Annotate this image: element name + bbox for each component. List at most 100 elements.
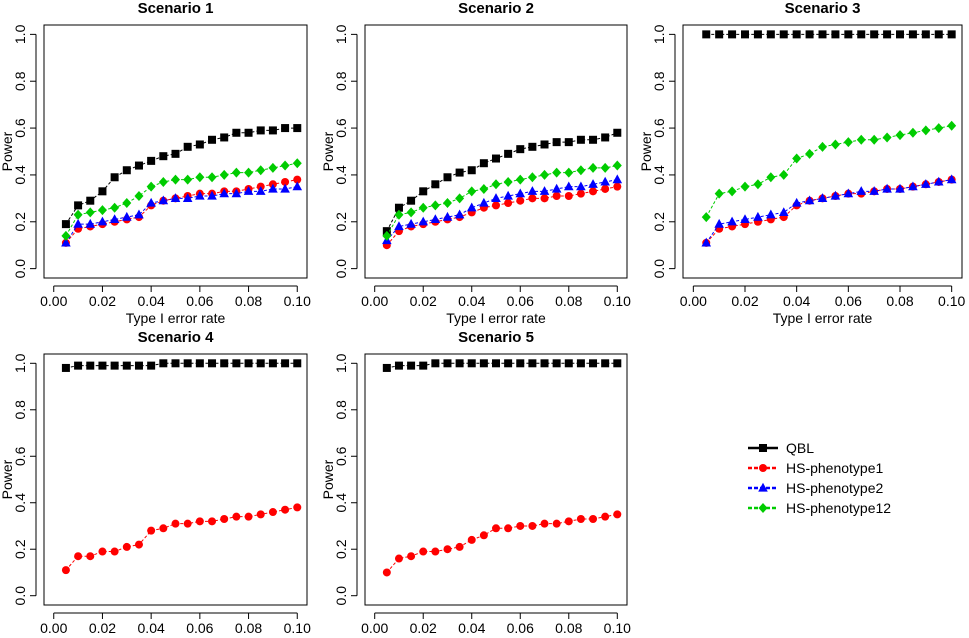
data-point [243, 186, 254, 195]
data-point [418, 202, 428, 213]
data-point [613, 182, 622, 191]
x-tick-label: 0.10 [604, 293, 631, 309]
x-tick-label: 0.08 [886, 293, 913, 309]
data-point [753, 179, 763, 190]
data-point [183, 174, 193, 185]
data-point [818, 30, 827, 39]
data-point [268, 162, 278, 173]
data-point [86, 552, 95, 561]
data-point [122, 542, 131, 551]
data-point [280, 160, 290, 171]
series-hs-phenotype12 [701, 120, 957, 223]
data-point [220, 359, 229, 368]
legend-item-hs-phenotype2: HS-phenotype2 [748, 480, 884, 496]
data-point [281, 124, 290, 133]
data-point [73, 209, 83, 220]
data-point [528, 194, 537, 203]
data-point [220, 133, 229, 142]
data-point [515, 174, 525, 185]
data-point [818, 141, 827, 152]
panel-title: Scenario 2 [458, 0, 534, 17]
y-axis-label: Power [638, 131, 654, 171]
data-point [947, 120, 957, 131]
data-point [516, 145, 525, 154]
y-tick-label: 0.0 [12, 259, 28, 279]
data-point [207, 172, 217, 183]
data-point [714, 188, 724, 199]
data-point [255, 186, 266, 195]
data-point [702, 30, 711, 39]
y-tick-label: 1.0 [12, 24, 28, 44]
data-point [98, 547, 107, 556]
data-point [921, 30, 930, 39]
y-tick-label: 0.4 [651, 165, 667, 185]
data-point [394, 221, 404, 231]
y-tick-label: 0.4 [12, 165, 28, 185]
data-point [171, 174, 180, 185]
data-point [491, 179, 501, 190]
x-tick-label: 0.08 [555, 293, 582, 309]
data-point [159, 524, 168, 533]
data-point [231, 167, 241, 178]
series-hs-phenotype12 [382, 160, 622, 241]
data-point [430, 200, 440, 211]
plot-frame [682, 24, 963, 279]
x-tick-label: 0.06 [507, 620, 534, 636]
chart-panel-1: Scenario 1 0.00 0.02 0.04 0.06 0.08 0.10 Type I… [0, 0, 311, 326]
x-tick-label: 0.00 [40, 620, 67, 636]
series-hs-phenotype12 [61, 158, 302, 241]
data-point [492, 154, 500, 163]
data-point [613, 128, 622, 137]
data-point [492, 201, 500, 210]
data-point [857, 30, 866, 39]
data-point [817, 193, 828, 202]
data-point [791, 197, 802, 207]
data-point [268, 508, 277, 517]
data-point [134, 361, 143, 370]
data-point [293, 359, 302, 368]
data-point [779, 30, 788, 39]
x-tick-label: 0.08 [235, 293, 262, 309]
panel-title: Scenario 4 [138, 329, 215, 346]
data-point [61, 363, 70, 372]
data-point [728, 30, 737, 39]
x-tick-label: 0.04 [783, 293, 810, 309]
data-point [159, 152, 168, 161]
data-point [256, 510, 265, 519]
data-point [503, 176, 513, 187]
data-point [146, 197, 156, 207]
data-point [516, 196, 525, 205]
data-point [183, 142, 192, 151]
data-point [244, 512, 253, 521]
data-point [740, 181, 750, 192]
data-point [576, 515, 585, 524]
data-point [183, 519, 192, 528]
series-qbl [702, 30, 956, 39]
data-point [701, 237, 712, 247]
data-point [97, 216, 108, 226]
x-tick-label: 0.02 [89, 293, 116, 309]
y-axis-label: Power [0, 459, 15, 499]
y-tick-label: 1.0 [651, 24, 667, 44]
x-tick-label: 0.08 [555, 620, 582, 636]
series-qbl [61, 124, 302, 229]
legend-label: QBL [786, 440, 814, 456]
data-point [219, 188, 230, 198]
data-point [455, 359, 464, 368]
data-point [895, 130, 905, 141]
series-line [705, 125, 952, 218]
data-point [159, 359, 168, 368]
data-point [779, 169, 789, 180]
x-tick-label: 0.10 [284, 620, 311, 636]
data-point [563, 181, 574, 191]
legend-label: HS-phenotype1 [786, 460, 884, 476]
y-tick-label: 0.2 [333, 212, 349, 232]
series-hs-phenotype2 [61, 181, 303, 247]
legend-item-qbl: QBL [748, 440, 814, 456]
data-point [74, 201, 83, 210]
data-point [527, 172, 537, 183]
data-point [86, 196, 95, 205]
data-point [804, 195, 815, 205]
data-point [442, 211, 453, 221]
